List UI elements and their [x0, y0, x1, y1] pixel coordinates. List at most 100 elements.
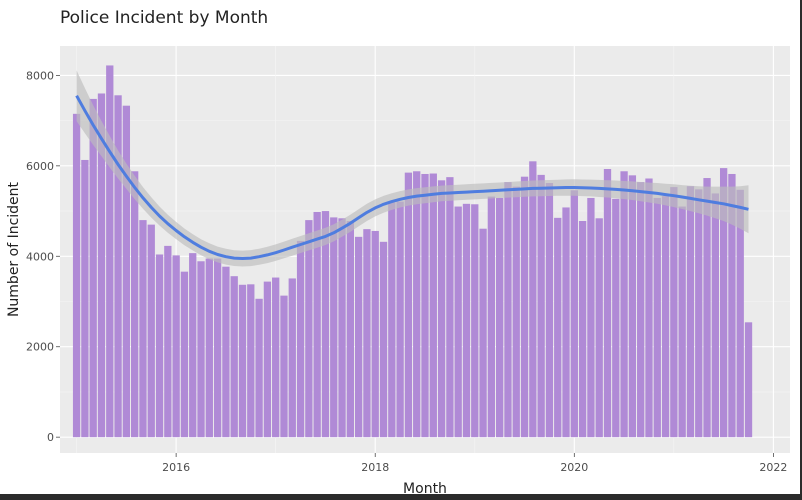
bar	[537, 174, 545, 438]
bar	[205, 258, 213, 438]
bar	[379, 241, 388, 438]
bar	[296, 240, 305, 438]
bar	[305, 220, 313, 438]
smooth-line-group	[75, 94, 749, 260]
bar	[554, 217, 562, 438]
bar	[695, 189, 703, 438]
bar	[496, 197, 504, 438]
bar	[603, 169, 612, 438]
bar	[661, 196, 670, 438]
bar	[711, 193, 719, 438]
bar	[471, 204, 479, 438]
bar	[155, 254, 164, 438]
bar	[595, 218, 603, 438]
bar	[670, 187, 678, 438]
bar	[421, 173, 429, 438]
bar	[89, 98, 97, 438]
bar	[330, 217, 338, 438]
bar	[388, 202, 396, 438]
bar	[222, 266, 230, 438]
bar	[396, 201, 404, 438]
bar	[131, 171, 139, 438]
bar	[288, 278, 296, 438]
bar	[404, 172, 413, 438]
bar	[703, 178, 711, 438]
bar	[172, 255, 180, 438]
bar	[587, 197, 595, 438]
bar	[114, 95, 122, 438]
chart-title: Police Incident by Month	[60, 8, 269, 28]
x-tick-label: 2018	[361, 461, 389, 474]
bar	[429, 173, 437, 438]
bar	[479, 228, 487, 438]
bar	[346, 221, 354, 438]
y-tick-label: 4000	[26, 250, 54, 263]
bar	[545, 183, 554, 438]
bar	[637, 182, 645, 438]
bar	[520, 176, 529, 438]
y-tick-labels: 0 2000 4000 6000 8000	[26, 69, 60, 444]
bar	[570, 190, 578, 438]
bar	[462, 203, 471, 438]
bar	[122, 105, 131, 438]
smooth-trend-line	[75, 94, 749, 260]
bar	[628, 175, 637, 438]
bar	[313, 211, 321, 438]
bar	[736, 189, 744, 438]
bar	[620, 171, 628, 438]
bar	[504, 182, 512, 438]
bar	[139, 220, 147, 438]
bar	[562, 207, 570, 438]
bar	[272, 277, 280, 438]
bar	[454, 206, 462, 438]
y-tick-label: 2000	[26, 341, 54, 354]
bar	[238, 284, 247, 438]
bar	[437, 180, 446, 438]
bar	[487, 196, 496, 438]
bar	[197, 261, 205, 438]
bar	[413, 171, 421, 438]
bar	[164, 245, 172, 438]
y-tick-label: 8000	[26, 69, 54, 82]
bar	[719, 168, 728, 438]
y-tick-label: 6000	[26, 160, 54, 173]
bar	[446, 177, 454, 438]
bar	[81, 159, 89, 438]
bar	[529, 161, 537, 438]
bar	[263, 281, 272, 438]
bar	[612, 198, 620, 438]
bar	[653, 197, 661, 438]
bar	[180, 271, 189, 438]
bar	[744, 322, 753, 438]
x-tick-labels: 2016 2018 2020 2022	[162, 453, 787, 474]
x-tick-label: 2020	[560, 461, 588, 474]
x-tick-label: 2016	[162, 461, 190, 474]
bar	[512, 186, 520, 438]
bar	[189, 253, 197, 438]
bar	[321, 211, 330, 438]
bar	[371, 230, 379, 438]
bar	[578, 221, 587, 438]
bar	[645, 178, 653, 438]
bar	[363, 229, 371, 438]
bar	[213, 258, 222, 438]
bar	[147, 224, 155, 438]
y-tick-label: 0	[47, 431, 54, 444]
bar	[247, 284, 255, 438]
x-tick-label: 2022	[759, 461, 787, 474]
bar	[686, 186, 695, 438]
bar	[678, 206, 686, 438]
bar	[97, 93, 106, 438]
bar	[255, 298, 263, 438]
bar	[280, 295, 288, 438]
x-axis-title: Month	[403, 481, 447, 497]
bar	[72, 113, 81, 438]
bar	[354, 236, 363, 438]
y-axis-title: Number of Incident	[6, 181, 22, 317]
bar	[728, 173, 736, 438]
bar	[338, 218, 346, 438]
bar	[106, 65, 114, 438]
bar	[230, 276, 238, 438]
